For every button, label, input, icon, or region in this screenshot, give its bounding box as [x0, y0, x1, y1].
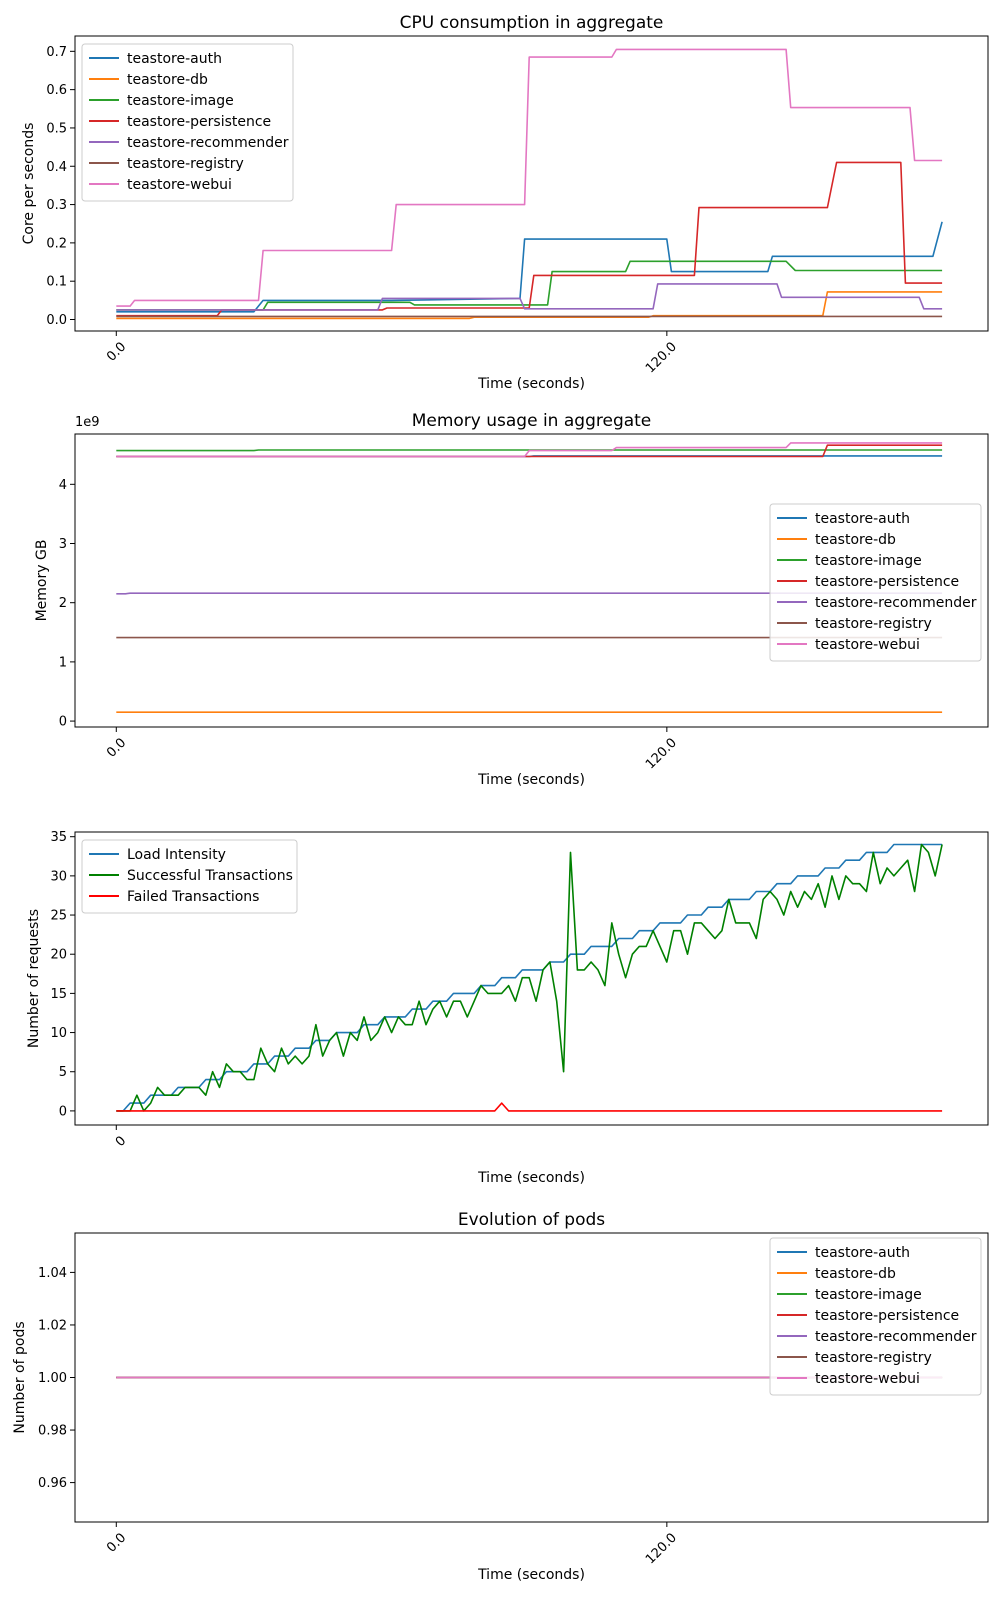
x-axis-label: Time (seconds): [477, 772, 585, 788]
legend-label: teastore-persistence: [815, 574, 959, 590]
y-tick-label: 0: [59, 715, 67, 730]
y-tick-label: 20: [50, 948, 67, 963]
series-group: [116, 48, 943, 320]
chart-1-memory-usage-in-aggregate: Memory usage in aggregate 0 1 2 3 4 0.0 120.0 1e…: [34, 411, 989, 788]
series-line-teastore-webui: [116, 442, 943, 458]
series-line-teastore-auth: [116, 221, 943, 313]
legend-label: teastore-image: [815, 1287, 922, 1303]
y-tick-label: 0.3: [46, 198, 67, 213]
y-tick-label: 0.96: [38, 1476, 67, 1491]
y-axis-label: Number of requests: [26, 909, 42, 1048]
legend-label: Failed Transactions: [127, 889, 259, 905]
series-line-teastore-recommender: [116, 283, 943, 311]
y-tick-label: 0.0: [46, 313, 67, 328]
series-line-failed-transactions: [116, 1102, 943, 1112]
legend-label: Load Intensity: [127, 847, 226, 863]
x-axis-label: Time (seconds): [477, 376, 585, 392]
y-tick-label: 0.6: [46, 83, 67, 98]
y-tick-label: 1.02: [38, 1318, 67, 1333]
plot-frame: [74, 433, 989, 728]
x-axis-label: Time (seconds): [477, 1567, 585, 1583]
legend-label: teastore-recommender: [815, 595, 977, 611]
legend: teastore-auth teastore-db teastore-image te…: [769, 503, 982, 662]
x-tick-label: 0.0: [104, 735, 129, 760]
legend-box: [769, 503, 982, 662]
y-tick-label: 0.4: [46, 160, 67, 175]
chart-0-cpu-consumption-in-aggregate: CPU consumption in aggregate 0.0 0.1 0.2 0.3…: [21, 13, 989, 392]
x-tick-label: 0.0: [104, 339, 129, 364]
legend-label: teastore-webui: [815, 1371, 920, 1387]
legend-label: Successful Transactions: [127, 868, 293, 884]
legend-label: teastore-auth: [127, 51, 222, 67]
x-tick-label: 0.0: [104, 1530, 129, 1555]
chart-title: Evolution of pods: [458, 1210, 605, 1230]
y-tick-label: 30: [50, 869, 67, 884]
legend-label: teastore-registry: [127, 156, 244, 172]
y-tick-label: 15: [50, 987, 67, 1002]
y-offset-text: 1e9: [75, 415, 100, 430]
chart-title: CPU consumption in aggregate: [400, 13, 664, 33]
plot-frame: [74, 831, 989, 1126]
series-group: [116, 442, 943, 714]
x-axis-label: Time (seconds): [477, 1170, 585, 1186]
y-tick-label: 5: [59, 1065, 67, 1080]
legend-label: teastore-registry: [815, 616, 932, 632]
series-group: [116, 843, 943, 1112]
legend: teastore-auth teastore-db teastore-image te…: [769, 1237, 982, 1396]
legend: teastore-auth teastore-db teastore-image te…: [81, 43, 294, 202]
legend-label: teastore-image: [127, 93, 234, 109]
y-tick-label: 0.1: [46, 275, 67, 290]
series-line-load-intensity: [116, 843, 943, 1112]
legend-label: teastore-recommender: [127, 135, 289, 151]
legend-label: teastore-auth: [815, 1245, 910, 1261]
legend-label: teastore-webui: [127, 177, 232, 193]
x-tick-label: 120.0: [643, 339, 680, 376]
y-tick-label: 10: [50, 1026, 67, 1041]
y-tick-label: 1.00: [38, 1371, 67, 1386]
legend-label: teastore-db: [815, 1266, 896, 1282]
x-tick-label: 0: [113, 1133, 129, 1149]
y-tick-label: 0.2: [46, 236, 67, 251]
legend-label: teastore-db: [127, 72, 208, 88]
y-tick-label: 3: [59, 537, 67, 552]
y-tick-label: 1: [59, 655, 67, 670]
y-tick-label: 0.98: [38, 1424, 67, 1439]
y-axis-label: Core per seconds: [21, 123, 37, 245]
y-tick-label: 1.04: [38, 1266, 67, 1281]
legend-label: teastore-db: [815, 532, 896, 548]
legend-label: teastore-registry: [815, 1350, 932, 1366]
y-tick-label: 2: [59, 596, 67, 611]
legend: Load Intensity Successful Transactions Fai…: [81, 839, 298, 914]
chart-3-evolution-of-pods: Evolution of pods 0.96 0.98 1.00 1.02 1.04 0.0…: [12, 1210, 989, 1583]
series-line-teastore-webui: [116, 48, 943, 307]
legend-label: teastore-auth: [815, 511, 910, 527]
legend-label: teastore-persistence: [127, 114, 271, 130]
legend-label: teastore-persistence: [815, 1308, 959, 1324]
y-axis-label: Memory GB: [34, 540, 50, 622]
legend-label: teastore-image: [815, 553, 922, 569]
legend-label: teastore-webui: [815, 637, 920, 653]
legend-box: [81, 43, 294, 202]
x-tick-label: 120.0: [643, 1530, 680, 1567]
y-axis-label: Number of pods: [12, 1321, 28, 1433]
y-tick-label: 4: [59, 478, 67, 493]
x-tick-label: 120.0: [643, 735, 680, 772]
legend-box: [81, 839, 298, 914]
plot-frame: [74, 35, 989, 332]
y-tick-label: 25: [50, 909, 67, 924]
series-line-teastore-image: [116, 260, 943, 311]
chart-2-requests: 0 5 10 15 20 25 30 35 0 Time (seconds) Number of r…: [26, 830, 989, 1186]
y-tick-label: 0: [59, 1104, 67, 1119]
series-line-teastore-recommender: [116, 592, 943, 595]
y-tick-label: 0.5: [46, 121, 67, 136]
y-tick-label: 35: [50, 830, 67, 845]
chart-title: Memory usage in aggregate: [412, 411, 652, 431]
series-line-successful-transactions: [116, 843, 943, 1112]
legend-box: [769, 1237, 982, 1396]
y-tick-label: 0.7: [46, 45, 67, 60]
legend-label: teastore-recommender: [815, 1329, 977, 1345]
